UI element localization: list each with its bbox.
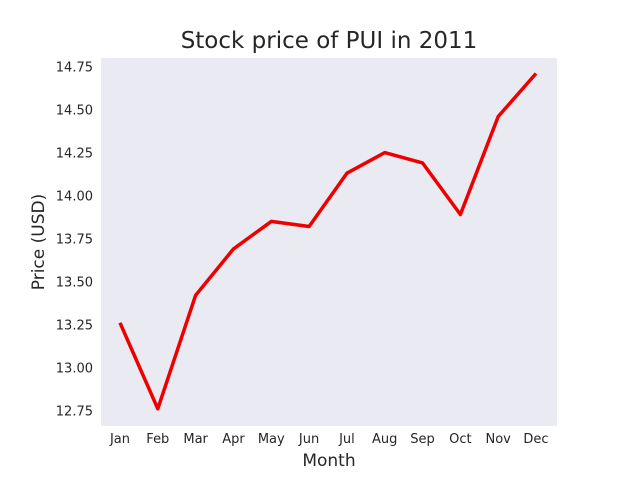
y-tick-label: 13.25 — [56, 319, 93, 334]
y-tick-label: 12.75 — [56, 405, 93, 420]
x-tick-label: Jun — [298, 432, 319, 447]
x-tick-label: Nov — [485, 432, 511, 447]
x-tick-label: Jan — [109, 432, 130, 447]
x-tick-label: Aug — [372, 432, 397, 447]
series-group — [118, 72, 538, 411]
y-tick-label: 14.50 — [56, 104, 93, 119]
x-tick-label: Sep — [410, 432, 435, 447]
series-line — [118, 72, 538, 411]
y-tick-label: 13.00 — [56, 362, 93, 377]
chart-title: Stock price of PUI in 2011 — [181, 28, 478, 54]
x-axis-ticks: Jan Feb Mar Apr May Jun Jul Aug Sep Oct Nov Dec — [109, 432, 549, 447]
x-tick-label: Jul — [338, 432, 355, 447]
plot-area — [101, 58, 557, 426]
x-tick-label: May — [258, 432, 285, 447]
y-tick-label: 14.75 — [56, 61, 93, 76]
x-tick-label: Feb — [146, 432, 169, 447]
x-tick-label: Dec — [523, 432, 548, 447]
x-tick-label: Mar — [183, 432, 208, 447]
x-tick-label: Oct — [449, 432, 471, 447]
y-tick-label: 14.25 — [56, 147, 93, 162]
x-tick-label: Apr — [222, 432, 245, 447]
y-axis-ticks: 12.75 13.00 13.25 13.50 13.75 14.00 14.25 14.50… — [56, 61, 93, 420]
y-tick-label: 14.00 — [56, 190, 93, 205]
x-axis-label: Month — [302, 451, 355, 471]
y-axis-label: Price (USD) — [29, 194, 49, 290]
y-tick-label: 13.50 — [56, 276, 93, 291]
y-tick-label: 13.75 — [56, 233, 93, 248]
